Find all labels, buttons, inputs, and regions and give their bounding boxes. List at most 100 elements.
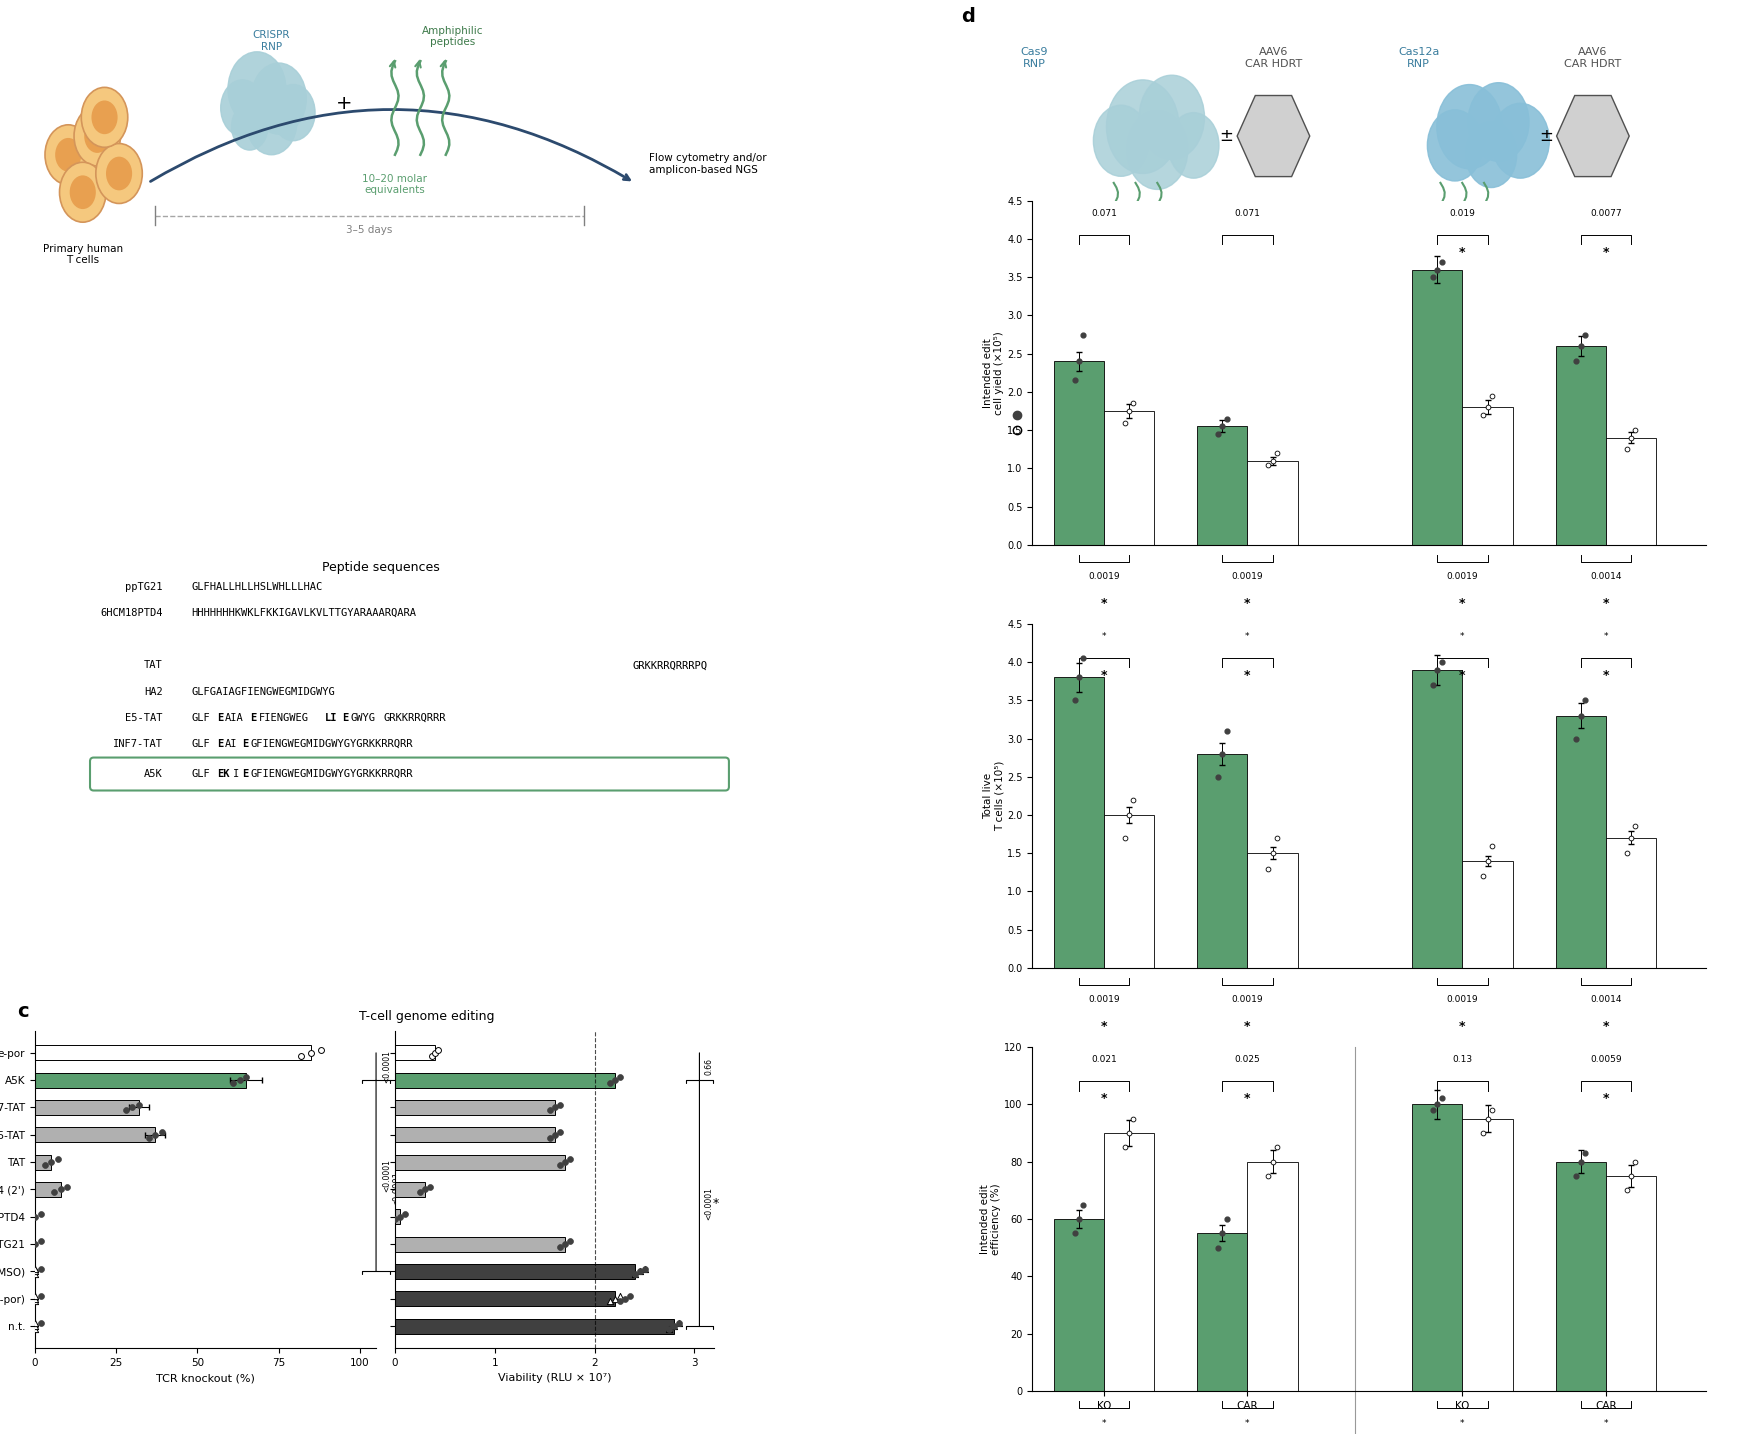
Text: Cas9
RNP: Cas9 RNP (1020, 47, 1048, 69)
Point (541, 1096, 569, 1119)
Point (21, 1312, 49, 1335)
Point (606, 1065, 634, 1088)
Circle shape (1126, 110, 1187, 189)
Point (1617, 826, 1645, 849)
Point (1617, 1164, 1645, 1187)
Text: *: * (1245, 668, 1250, 681)
Text: *: * (1100, 597, 1107, 609)
Circle shape (1139, 75, 1205, 159)
Text: GFIENGWEGMIDGWYGYGRKKRRQRR: GFIENGWEGMIDGWYGYGRKKRRQRR (251, 739, 413, 749)
Point (1621, 419, 1649, 442)
Text: E: E (242, 769, 247, 779)
Text: 0.0019: 0.0019 (1088, 572, 1119, 581)
Point (21, 1288, 49, 1311)
Text: GLF: GLF (192, 739, 211, 749)
Y-axis label: Intended edit
cell yield (×10⁵): Intended edit cell yield (×10⁵) (982, 331, 1005, 414)
Text: ±: ± (1539, 128, 1553, 145)
Point (555, 1230, 583, 1253)
Point (1205, 766, 1233, 789)
Point (226, 1068, 254, 1091)
Point (1567, 334, 1595, 357)
Text: 6HCM18PTD4: 6HCM18PTD4 (101, 608, 162, 618)
Text: *: * (1100, 1091, 1107, 1104)
Text: 0.0014: 0.0014 (1590, 572, 1621, 581)
Text: 0.019: 0.019 (1450, 209, 1475, 218)
Point (21, 1315, 49, 1338)
Point (1612, 842, 1640, 865)
Text: CRISPR
RNP: CRISPR RNP (252, 30, 291, 52)
Point (1428, 1087, 1455, 1110)
Circle shape (92, 100, 118, 135)
Text: INF7-TAT: INF7-TAT (113, 739, 162, 749)
Text: <0.0001: <0.0001 (705, 1187, 714, 1219)
Text: E: E (341, 713, 348, 723)
Text: 0.071: 0.071 (1092, 209, 1118, 218)
Text: E: E (251, 713, 256, 723)
Point (1419, 1098, 1447, 1121)
Bar (395, 1127, 555, 1143)
Circle shape (1107, 80, 1179, 174)
Text: *: * (1245, 597, 1250, 609)
Text: *: * (1245, 1020, 1250, 1032)
Point (1567, 1150, 1595, 1173)
Circle shape (232, 103, 268, 151)
Text: 0.0019: 0.0019 (1088, 995, 1119, 1004)
Text: TAT: TAT (145, 661, 162, 671)
Circle shape (84, 119, 110, 153)
Point (37, 1150, 64, 1173)
Text: GLF: GLF (192, 769, 211, 779)
Point (141, 1123, 169, 1146)
Point (1060, 1222, 1088, 1245)
Point (1570, 688, 1598, 711)
Circle shape (251, 63, 306, 135)
Bar (1053, 677, 1104, 968)
Point (392, 1203, 420, 1226)
Bar (1605, 837, 1656, 968)
Bar (395, 1263, 634, 1279)
Circle shape (245, 89, 298, 155)
Point (306, 1038, 334, 1061)
Point (21, 1260, 49, 1283)
Text: *: * (409, 1183, 416, 1196)
Bar (395, 1209, 400, 1225)
Text: 10–20 molar
equivalents: 10–20 molar equivalents (362, 174, 428, 195)
Bar (1462, 407, 1513, 545)
Point (656, 1318, 684, 1341)
Point (118, 1096, 146, 1119)
Point (1478, 835, 1506, 858)
Bar (1412, 270, 1462, 545)
Point (1065, 350, 1093, 373)
Point (1254, 1164, 1281, 1187)
Text: *: * (1100, 668, 1107, 681)
Bar (1412, 1104, 1462, 1391)
Bar (1247, 460, 1297, 545)
Text: *: * (1602, 597, 1609, 609)
Circle shape (1468, 83, 1529, 162)
Point (421, 1041, 449, 1064)
Point (665, 1312, 693, 1335)
Point (1469, 403, 1497, 426)
Point (1208, 1222, 1236, 1245)
Text: A5K: A5K (145, 769, 162, 779)
Text: Amphiphilic
peptides: Amphiphilic peptides (423, 26, 484, 47)
Point (656, 1318, 684, 1341)
Text: +: + (336, 93, 352, 113)
Point (1119, 1107, 1147, 1130)
Circle shape (228, 52, 286, 126)
Point (44, 1149, 71, 1172)
Circle shape (1093, 105, 1149, 176)
Point (1424, 658, 1452, 681)
Text: ppTG21: ppTG21 (125, 582, 162, 592)
Point (1119, 391, 1147, 414)
Circle shape (82, 87, 127, 148)
Text: I: I (233, 769, 240, 779)
Bar (1556, 1162, 1605, 1391)
Bar (35, 1045, 312, 1060)
Point (1562, 350, 1590, 373)
Title: T-cell genome editing: T-cell genome editing (359, 1010, 494, 1022)
Bar (1053, 1219, 1104, 1391)
Point (1213, 1207, 1241, 1230)
Point (14, 1291, 42, 1314)
Point (1473, 396, 1501, 419)
Point (54, 1176, 82, 1199)
